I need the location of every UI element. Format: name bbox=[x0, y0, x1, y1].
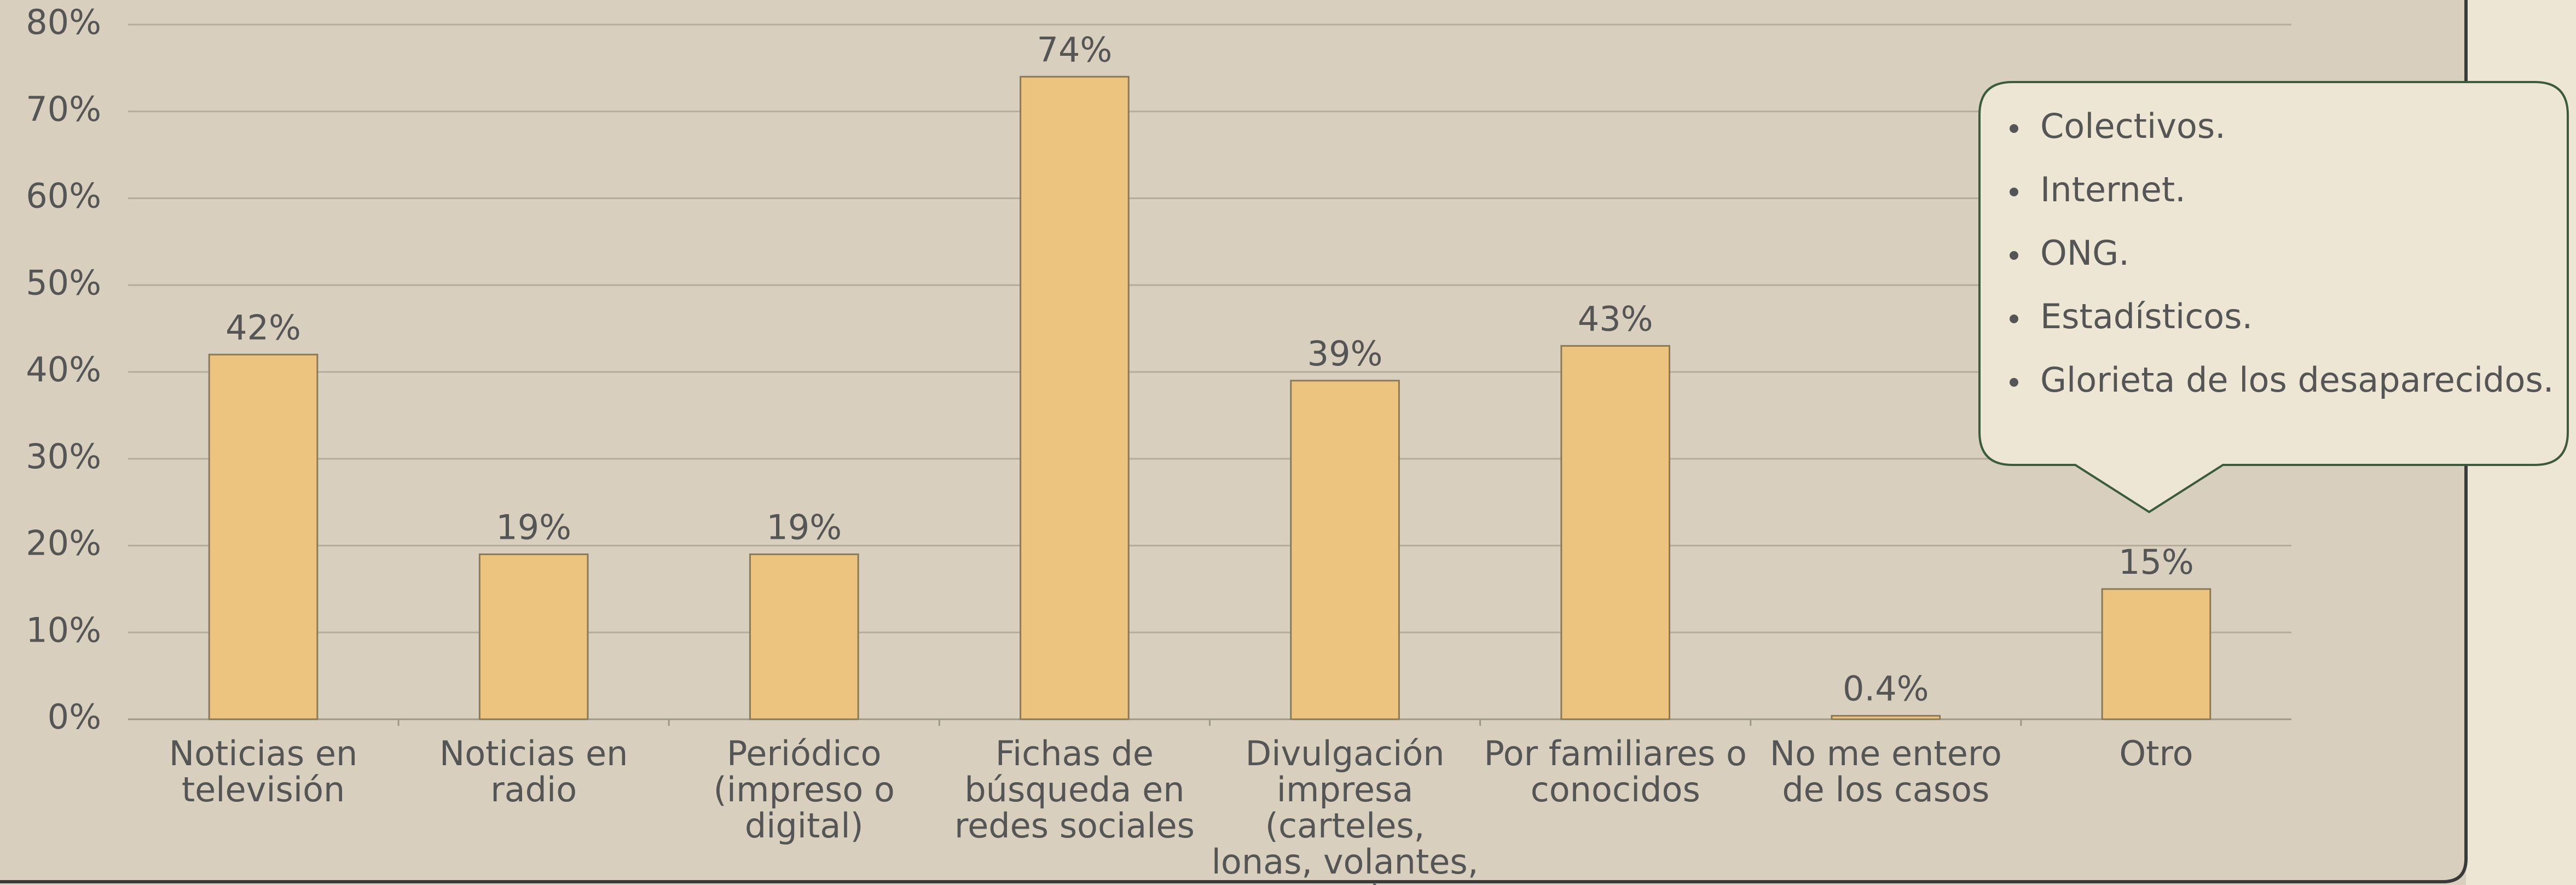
x-tick-label: Otro bbox=[2119, 733, 2193, 773]
bullet bbox=[2010, 124, 2018, 133]
bar bbox=[208, 353, 319, 720]
y-tick-label: 10% bbox=[26, 610, 101, 650]
value-label: 74% bbox=[1037, 30, 1113, 69]
annotation: Colectivos. bbox=[2040, 106, 2226, 146]
bullet bbox=[2010, 251, 2018, 260]
annotation: Estadísticos. bbox=[2040, 296, 2253, 336]
value-label: 43% bbox=[1578, 299, 1653, 339]
y-tick-label: 70% bbox=[26, 89, 101, 129]
frame bbox=[0, 0, 2468, 883]
x-tick-label: Fichas de búsqueda en redes sociales bbox=[954, 733, 1195, 846]
bar bbox=[1560, 345, 1671, 720]
y-tick-label: 50% bbox=[26, 263, 101, 302]
bullet bbox=[2010, 315, 2018, 323]
bar bbox=[1020, 75, 1130, 720]
bar bbox=[1290, 380, 1400, 720]
x-tick-label: No me entero de los casos bbox=[1769, 733, 2002, 810]
x-tick-label: Divulgación impresa (carteles, lonas, vo… bbox=[1211, 733, 1479, 885]
value-label: 39% bbox=[1307, 334, 1383, 374]
y-tick-label: 30% bbox=[26, 436, 101, 476]
y-tick-label: 20% bbox=[26, 523, 101, 563]
value-label: 19% bbox=[496, 507, 571, 547]
annotation: ONG. bbox=[2040, 233, 2129, 273]
x-tick-label: Periódico (impreso o digital) bbox=[713, 733, 895, 846]
bar bbox=[1831, 715, 1941, 720]
x-tick-label: Noticias en radio bbox=[439, 733, 628, 810]
value-label: 42% bbox=[225, 307, 301, 347]
bullet bbox=[2010, 378, 2018, 387]
x-tick-label: Por familiares o conocidos bbox=[1484, 733, 1747, 810]
value-label: 19% bbox=[766, 507, 842, 547]
bar bbox=[749, 553, 859, 720]
bar bbox=[2101, 588, 2212, 720]
y-tick-label: 40% bbox=[26, 350, 101, 389]
bar bbox=[478, 553, 589, 720]
value-label: 0.4% bbox=[1843, 669, 1929, 709]
bullet bbox=[2010, 188, 2018, 196]
annotation: Internet. bbox=[2040, 170, 2186, 209]
annotation: Glorieta de los desaparecidos. bbox=[2040, 360, 2554, 400]
value-label: 15% bbox=[2118, 542, 2194, 582]
y-tick-label: 60% bbox=[26, 176, 101, 216]
y-tick-label: 80% bbox=[26, 2, 101, 42]
callout bbox=[1978, 81, 2569, 514]
x-tick-label: Noticias en televisión bbox=[169, 733, 358, 810]
y-tick-label: 0% bbox=[48, 697, 101, 737]
